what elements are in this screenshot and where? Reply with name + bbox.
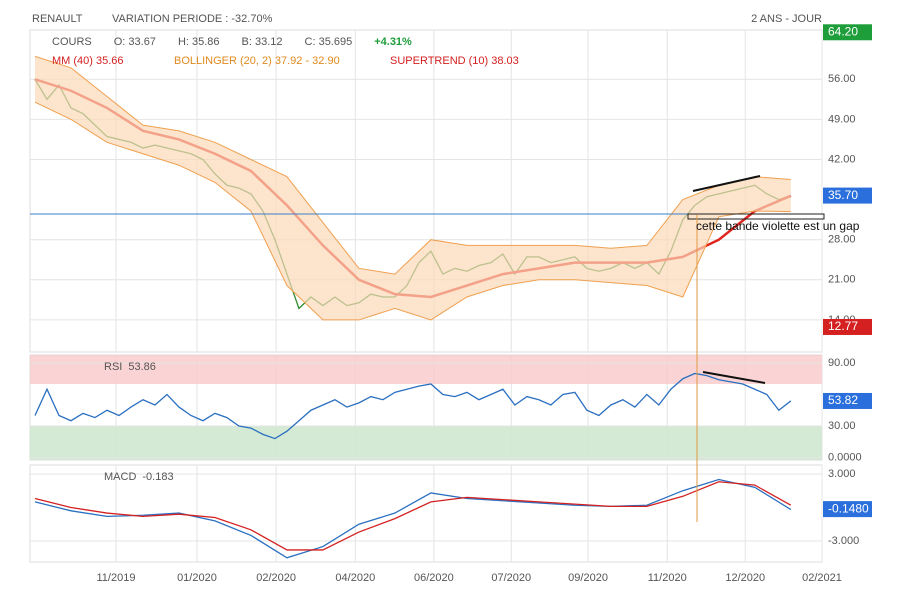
legend-item: RSI	[104, 361, 122, 373]
bollinger-line	[34, 101, 791, 321]
x-tick-label: 06/2020	[414, 572, 454, 584]
legend-item: O: 33.67	[114, 36, 156, 48]
value-badge	[823, 392, 872, 409]
value-badge	[823, 501, 872, 518]
x-tick-label: 01/2020	[177, 572, 217, 584]
legend-item: H: 35.86	[178, 36, 220, 48]
x-tick-label: 12/2020	[725, 572, 765, 584]
period: 2 ANS - JOUR	[751, 13, 822, 25]
badge-label: 35.70	[828, 188, 858, 202]
y-tick-label: 0.0000	[828, 451, 862, 463]
badge-label: -0.1480	[828, 501, 869, 515]
x-tick-label: 09/2020	[568, 572, 608, 584]
oversold-band	[30, 425, 822, 460]
legend-item: COURS	[52, 36, 92, 48]
series-line	[34, 372, 792, 440]
bollinger-band	[35, 56, 791, 320]
variation: VARIATION PERIODE : -32.70%	[112, 13, 273, 25]
bollinger-line	[34, 55, 791, 275]
legend-item: 53.86	[128, 361, 156, 373]
legend-item: -0.183	[142, 471, 173, 483]
x-tick-label: 11/2020	[648, 572, 687, 584]
x-tick-label: 04/2020	[335, 572, 375, 584]
annotation: cette bande violette est un gap	[696, 219, 860, 233]
value-badge	[823, 24, 872, 41]
badge-label: 64.20	[828, 24, 858, 38]
y-tick-label: 49.00	[828, 113, 856, 125]
series-line	[34, 481, 792, 551]
gap-box	[687, 213, 825, 220]
legend-item: C: 35.695	[305, 36, 353, 48]
trend-line	[702, 371, 766, 384]
badge-label: 12.77	[828, 319, 858, 333]
value-badge	[823, 187, 872, 204]
y-tick-label: 3.000	[828, 468, 856, 480]
x-tick-label: 11/2019	[97, 572, 136, 584]
y-tick-label: 21.00	[828, 274, 856, 286]
legend-item: MACD	[104, 471, 136, 483]
legend-item: +4.31%	[374, 36, 412, 48]
overbought-band	[30, 355, 822, 384]
x-tick-label: 07/2020	[491, 572, 531, 584]
indicator-item: MM (40) 35.66	[52, 55, 124, 67]
layers: 11/2019 01/2020 02/2020 04/2020 06/2020 07/20…	[30, 24, 872, 584]
y-tick-label: 56.00	[828, 73, 856, 85]
symbol: RENAULT	[32, 13, 83, 25]
series-line	[34, 478, 792, 559]
legend-item: B: 33.12	[242, 36, 283, 48]
y-tick-label: 30.00	[828, 420, 856, 432]
x-tick-label: 02/2021	[802, 572, 842, 584]
y-tick-label: 28.00	[828, 234, 856, 246]
value-badge	[823, 318, 872, 335]
badge-label: 53.82	[828, 393, 858, 407]
indicator-item: BOLLINGER (20, 2) 37.92 - 32.90	[174, 55, 340, 67]
y-tick-label: 90.00	[828, 357, 856, 369]
indicator-item: SUPERTREND (10) 38.03	[390, 55, 519, 67]
y-tick-label: -3.000	[828, 535, 859, 547]
x-tick-label: 02/2020	[256, 572, 296, 584]
y-tick-label: 42.00	[828, 153, 856, 165]
trend-line	[692, 175, 761, 192]
